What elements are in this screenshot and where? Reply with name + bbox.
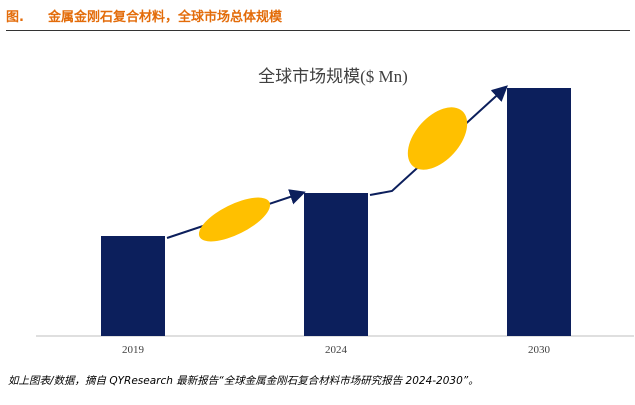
market-size-chart: 全球市场规模($ Mn) 2019 2024 2030 (36, 67, 634, 356)
x-tick-label-2024: 2024 (325, 344, 348, 356)
bar-2019 (101, 236, 165, 336)
figure-header: 图. 金属金刚石复合材料，全球市场总体规模 (6, 8, 630, 31)
x-tick-label-2019: 2019 (122, 344, 145, 356)
figure-title: 金属金刚石复合材料，全球市场总体规模 (48, 10, 283, 25)
figure-label: 图. (6, 10, 24, 25)
bar-2030 (507, 88, 571, 336)
growth-arrow-2 (369, 85, 508, 196)
x-tick-label-2030: 2030 (528, 344, 551, 356)
source-note: 如上图表/数据，摘自 QYResearch 最新报告“全球金属金刚石复合材料市场… (8, 375, 479, 387)
chart-title: 全球市场规模($ Mn) (258, 67, 408, 86)
bar-2024 (304, 193, 368, 336)
chart-area: 全球市场规模($ Mn) 2019 2024 2030 (0, 40, 635, 370)
growth-ellipse-2 (407, 107, 468, 170)
growth-ellipse-1 (198, 197, 271, 242)
